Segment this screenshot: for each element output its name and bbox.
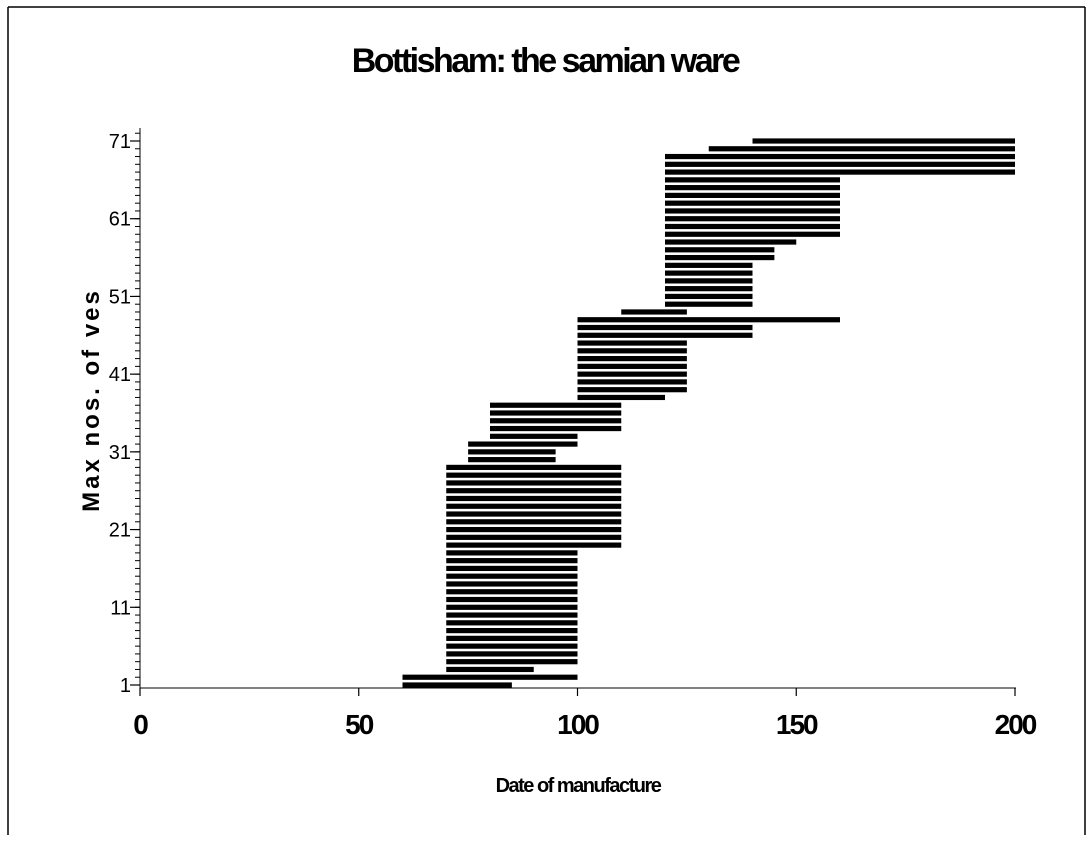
y-tick-label: 1 (120, 675, 131, 697)
vessel-bar (665, 169, 1015, 175)
vessel-bar (446, 526, 622, 533)
vessel-bar (665, 216, 840, 222)
vessel-bar (665, 278, 753, 284)
vessel-bar (446, 635, 578, 641)
x-tick-label: 150 (776, 709, 818, 740)
vessel-bar (446, 666, 534, 673)
y-tick-label: 21 (109, 520, 131, 542)
vessel-bar (752, 138, 1015, 144)
y-tick-label: 41 (109, 364, 131, 386)
vessel-bar (446, 519, 622, 525)
vessel-bar (446, 581, 578, 587)
x-tick-label: 0 (133, 709, 148, 740)
vessel-bar (577, 340, 687, 346)
vessel-bar (577, 324, 753, 331)
vessel-bar (577, 356, 687, 362)
x-tick-label: 200 (995, 709, 1037, 740)
vessel-bar (490, 410, 622, 416)
x-tick-label: 100 (557, 709, 599, 740)
vessel-bar (665, 153, 1015, 160)
vessel-bar (468, 441, 578, 447)
vessel-bar (490, 433, 578, 439)
vessel-bar (446, 628, 578, 634)
vessel-bar (665, 301, 753, 307)
vessel-bar (665, 293, 753, 300)
vessel-bar (577, 387, 687, 393)
vessel-bar (446, 534, 622, 540)
vessel-bar (621, 309, 687, 315)
vessel-bar (665, 192, 840, 198)
y-tick-label: 11 (110, 597, 131, 619)
vessel-bar (577, 317, 840, 323)
vessel-bar (577, 394, 665, 401)
vessel-bar (446, 558, 578, 564)
vessel-bar (446, 503, 622, 509)
y-tick-label: 51 (109, 286, 131, 308)
y-tick-label: 31 (109, 442, 131, 464)
vessel-bar (446, 620, 578, 626)
vessel-bar (446, 550, 578, 556)
vessel-bar (402, 674, 578, 680)
chart-title: Bottisham: the samian ware (352, 42, 740, 80)
vessel-bar (577, 332, 753, 338)
x-axis-ticks: 0 50 100 150 200 (133, 688, 1039, 740)
vessel-bar (490, 418, 622, 424)
vessel-bar (665, 223, 840, 230)
vessel-bar (665, 208, 840, 214)
vessel-bar (665, 200, 840, 206)
vessel-bar (446, 542, 622, 548)
vessel-bar (490, 402, 622, 408)
vessel-bar (665, 161, 1015, 167)
vessel-bar (446, 596, 578, 603)
vessel-bar (446, 643, 578, 649)
vessel-bar (446, 480, 622, 486)
y-axis-label: Max nos. of ves (78, 288, 105, 512)
vessel-bar (402, 682, 512, 688)
vessel-bar (577, 348, 687, 354)
vessel-bar (665, 185, 840, 191)
vessel-bar (446, 472, 622, 478)
vessel-bar (446, 488, 622, 494)
vessel-bar (446, 589, 578, 595)
vessel-bar (446, 659, 578, 665)
vessel-bar (665, 247, 775, 253)
vessel-bar (446, 573, 578, 579)
vessel-bar (446, 612, 578, 618)
vessel-bar (665, 231, 840, 237)
y-tick-label: 61 (109, 209, 131, 231)
x-axis-label: Date of manufacture (496, 775, 662, 797)
vessel-bar (665, 270, 753, 276)
vessel-bar (665, 262, 753, 268)
vessel-bar (577, 379, 687, 385)
y-minor-ticks (135, 132, 140, 686)
vessel-bar (665, 177, 840, 183)
vessel-bar (665, 286, 753, 292)
vessel-bar (577, 363, 687, 369)
range-bars (402, 138, 1015, 688)
y-tick-label: 71 (109, 131, 131, 153)
vessel-bar (708, 146, 1015, 152)
vessel-bar (446, 604, 578, 610)
x-tick-label: 50 (345, 709, 374, 740)
vessel-bar (446, 651, 578, 657)
vessel-bar (665, 239, 797, 245)
vessel-bar (468, 457, 556, 463)
vessel-bar (446, 495, 622, 502)
vessel-bar (665, 254, 775, 261)
vessel-bar (577, 371, 687, 377)
vessel-bar (446, 464, 622, 470)
vessel-bar (446, 565, 578, 572)
vessel-bar (468, 449, 556, 455)
vessel-bar (490, 425, 622, 432)
vessel-bar (446, 511, 622, 517)
